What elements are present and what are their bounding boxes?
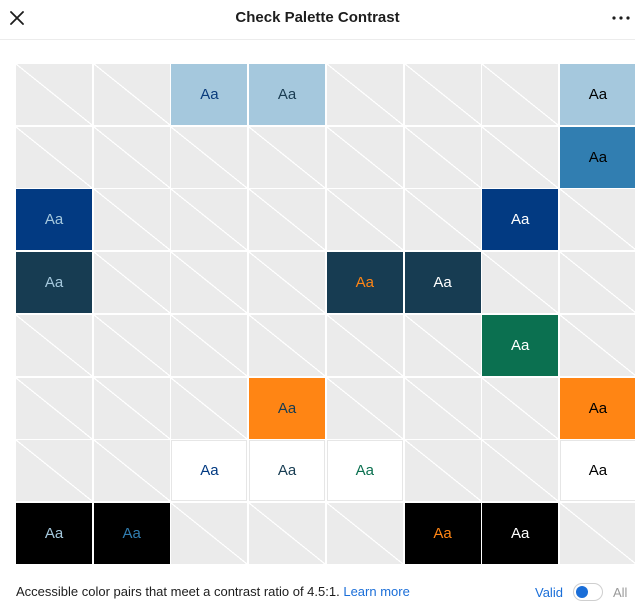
empty-swatch — [326, 126, 403, 188]
empty-swatch — [482, 64, 559, 125]
empty-swatch — [326, 502, 403, 564]
contrast-swatch[interactable]: Aa — [482, 314, 559, 376]
empty-swatch — [249, 189, 326, 251]
empty-swatch — [559, 189, 635, 251]
description-text: Accessible color pairs that meet a contr… — [16, 584, 340, 599]
contrast-description: Accessible color pairs that meet a contr… — [16, 584, 410, 599]
empty-swatch — [171, 252, 248, 314]
empty-swatch — [326, 189, 403, 251]
empty-swatch — [326, 64, 403, 125]
empty-swatch — [16, 440, 92, 502]
empty-swatch — [404, 314, 481, 376]
empty-swatch — [404, 126, 481, 188]
contrast-swatch[interactable]: Aa — [482, 189, 559, 251]
page-title: Check Palette Contrast — [235, 9, 400, 26]
empty-swatch — [93, 440, 170, 502]
more-options-button[interactable] — [609, 8, 633, 28]
empty-swatch — [171, 314, 248, 376]
empty-swatch — [16, 126, 92, 188]
empty-swatch — [93, 314, 170, 376]
contrast-swatch[interactable]: Aa — [404, 252, 481, 314]
empty-swatch — [404, 189, 481, 251]
contrast-swatch[interactable]: Aa — [171, 64, 248, 125]
empty-swatch — [482, 377, 559, 439]
contrast-swatch[interactable]: Aa — [559, 64, 635, 125]
contrast-grid: Aa Aa Aa Aa Aa Aa Aa Aa Aa Aa Aa Aa Aa Aa Aa Aa Aa Aa Aa Aa — [16, 64, 635, 564]
contrast-swatch[interactable]: Aa — [249, 64, 326, 125]
empty-swatch — [16, 314, 92, 376]
contrast-swatch[interactable]: Aa — [559, 126, 635, 188]
empty-swatch — [249, 314, 326, 376]
empty-swatch — [326, 377, 403, 439]
dialog-header: Check Palette Contrast — [0, 0, 635, 40]
empty-swatch — [93, 252, 170, 314]
empty-swatch — [16, 64, 92, 125]
contrast-swatch[interactable]: Aa — [326, 440, 403, 502]
empty-swatch — [482, 252, 559, 314]
empty-swatch — [559, 502, 635, 564]
close-icon — [10, 11, 24, 25]
empty-swatch — [404, 440, 481, 502]
contrast-swatch[interactable]: Aa — [559, 377, 635, 439]
contrast-swatch[interactable]: Aa — [326, 252, 403, 314]
contrast-swatch[interactable]: Aa — [482, 502, 559, 564]
empty-swatch — [93, 64, 170, 125]
empty-swatch — [482, 440, 559, 502]
empty-swatch — [559, 252, 635, 314]
contrast-swatch[interactable]: Aa — [249, 377, 326, 439]
more-options-icon — [612, 16, 630, 20]
contrast-swatch[interactable]: Aa — [93, 502, 170, 564]
empty-swatch — [171, 377, 248, 439]
contrast-swatch[interactable]: Aa — [171, 440, 248, 502]
empty-swatch — [171, 126, 248, 188]
contrast-swatch[interactable]: Aa — [249, 440, 326, 502]
learn-more-link[interactable]: Learn more — [343, 584, 410, 599]
empty-swatch — [93, 377, 170, 439]
close-button[interactable] — [6, 7, 28, 29]
empty-swatch — [171, 189, 248, 251]
toggle-knob — [576, 586, 588, 598]
all-filter-label[interactable]: All — [613, 585, 628, 600]
valid-all-toggle[interactable] — [573, 583, 603, 601]
empty-swatch — [249, 252, 326, 314]
empty-swatch — [404, 64, 481, 125]
empty-swatch — [404, 377, 481, 439]
empty-swatch — [249, 502, 326, 564]
empty-swatch — [326, 314, 403, 376]
contrast-swatch[interactable]: Aa — [404, 502, 481, 564]
contrast-swatch[interactable]: Aa — [16, 189, 92, 251]
contrast-swatch[interactable]: Aa — [559, 440, 635, 502]
empty-swatch — [171, 502, 248, 564]
empty-swatch — [559, 314, 635, 376]
contrast-swatch[interactable]: Aa — [16, 252, 92, 314]
valid-filter-label[interactable]: Valid — [535, 585, 563, 600]
empty-swatch — [249, 126, 326, 188]
empty-swatch — [93, 126, 170, 188]
contrast-swatch[interactable]: Aa — [16, 502, 92, 564]
empty-swatch — [482, 126, 559, 188]
empty-swatch — [16, 377, 92, 439]
empty-swatch — [93, 189, 170, 251]
